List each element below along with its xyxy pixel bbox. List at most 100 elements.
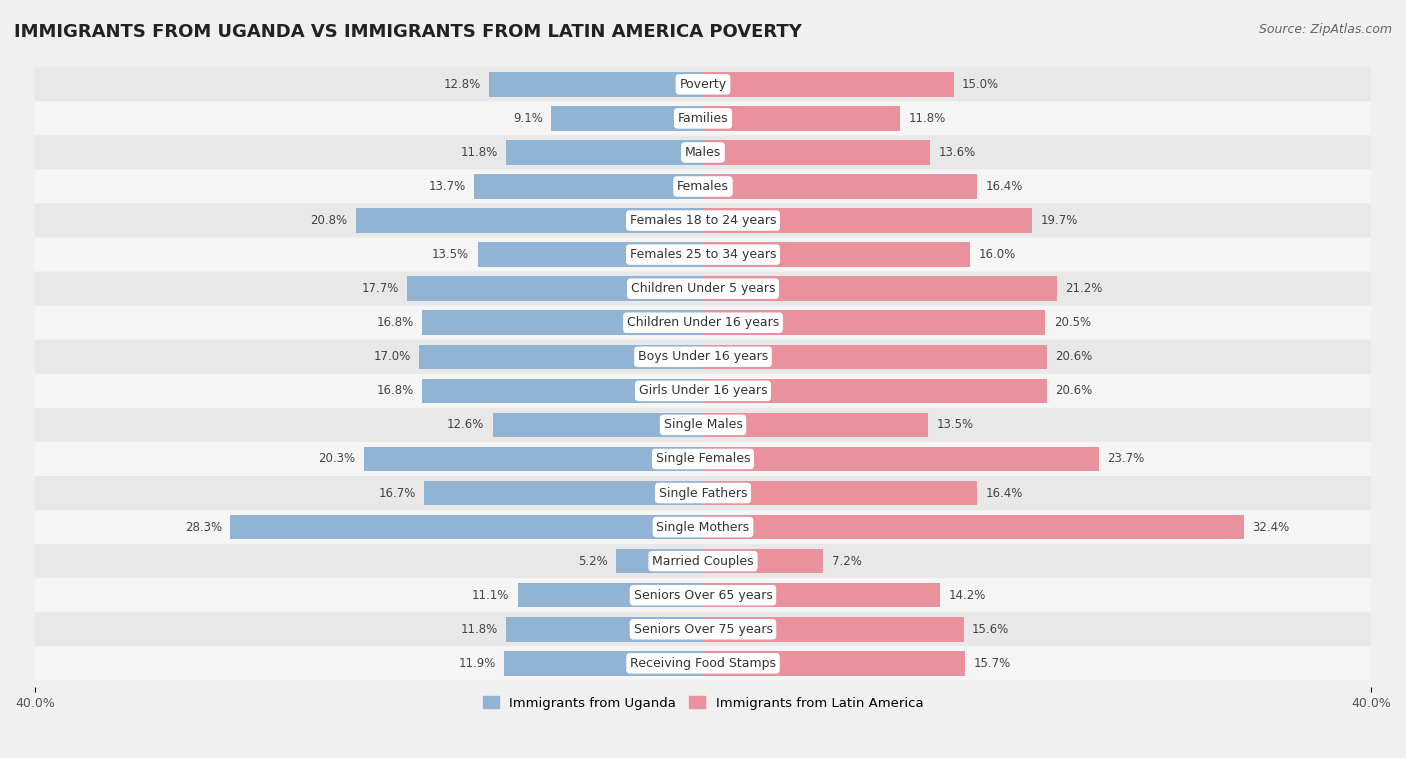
- Text: 20.6%: 20.6%: [1056, 384, 1092, 397]
- Bar: [703, 549, 824, 573]
- Bar: [703, 72, 953, 96]
- Text: 17.7%: 17.7%: [361, 282, 399, 295]
- Bar: [506, 617, 703, 641]
- Text: 16.8%: 16.8%: [377, 316, 413, 329]
- Bar: [703, 378, 1047, 403]
- Text: Males: Males: [685, 146, 721, 159]
- Bar: [703, 345, 1047, 369]
- FancyBboxPatch shape: [35, 102, 1371, 136]
- Text: Single Mothers: Single Mothers: [657, 521, 749, 534]
- Bar: [356, 208, 703, 233]
- Bar: [422, 378, 703, 403]
- FancyBboxPatch shape: [35, 374, 1371, 408]
- Text: 12.8%: 12.8%: [444, 78, 481, 91]
- Bar: [703, 583, 941, 607]
- Text: Children Under 5 years: Children Under 5 years: [631, 282, 775, 295]
- Text: 16.8%: 16.8%: [377, 384, 413, 397]
- Text: Females: Females: [678, 180, 728, 193]
- Text: 15.6%: 15.6%: [972, 623, 1010, 636]
- Text: Females 18 to 24 years: Females 18 to 24 years: [630, 214, 776, 227]
- Bar: [231, 515, 703, 540]
- Bar: [506, 140, 703, 164]
- Text: 20.6%: 20.6%: [1056, 350, 1092, 363]
- Bar: [703, 174, 977, 199]
- FancyBboxPatch shape: [35, 510, 1371, 544]
- Bar: [364, 446, 703, 471]
- Bar: [703, 311, 1046, 335]
- Text: Single Fathers: Single Fathers: [659, 487, 747, 500]
- Text: Families: Families: [678, 112, 728, 125]
- Text: Married Couples: Married Couples: [652, 555, 754, 568]
- Text: Single Males: Single Males: [664, 418, 742, 431]
- Bar: [419, 345, 703, 369]
- FancyBboxPatch shape: [35, 170, 1371, 204]
- Text: 15.7%: 15.7%: [973, 657, 1011, 670]
- Bar: [703, 208, 1032, 233]
- FancyBboxPatch shape: [35, 612, 1371, 647]
- Text: 32.4%: 32.4%: [1253, 521, 1289, 534]
- Text: 13.7%: 13.7%: [429, 180, 465, 193]
- Text: 23.7%: 23.7%: [1107, 453, 1144, 465]
- Bar: [703, 651, 965, 675]
- Text: Children Under 16 years: Children Under 16 years: [627, 316, 779, 329]
- FancyBboxPatch shape: [35, 340, 1371, 374]
- Text: 17.0%: 17.0%: [374, 350, 411, 363]
- Text: 20.3%: 20.3%: [319, 453, 356, 465]
- Text: 20.8%: 20.8%: [311, 214, 347, 227]
- Text: 12.6%: 12.6%: [447, 418, 484, 431]
- Text: Poverty: Poverty: [679, 78, 727, 91]
- Text: 16.4%: 16.4%: [986, 487, 1022, 500]
- Bar: [505, 651, 703, 675]
- Text: Seniors Over 65 years: Seniors Over 65 years: [634, 589, 772, 602]
- Bar: [425, 481, 703, 506]
- Text: IMMIGRANTS FROM UGANDA VS IMMIGRANTS FROM LATIN AMERICA POVERTY: IMMIGRANTS FROM UGANDA VS IMMIGRANTS FRO…: [14, 23, 801, 41]
- Bar: [551, 106, 703, 130]
- Text: 28.3%: 28.3%: [184, 521, 222, 534]
- Text: 19.7%: 19.7%: [1040, 214, 1078, 227]
- Bar: [703, 277, 1057, 301]
- Text: Females 25 to 34 years: Females 25 to 34 years: [630, 248, 776, 261]
- FancyBboxPatch shape: [35, 67, 1371, 102]
- FancyBboxPatch shape: [35, 136, 1371, 170]
- FancyBboxPatch shape: [35, 271, 1371, 305]
- Text: 11.1%: 11.1%: [472, 589, 509, 602]
- Bar: [408, 277, 703, 301]
- Text: 11.8%: 11.8%: [460, 623, 498, 636]
- Text: 16.4%: 16.4%: [986, 180, 1022, 193]
- Bar: [422, 311, 703, 335]
- Bar: [478, 243, 703, 267]
- FancyBboxPatch shape: [35, 476, 1371, 510]
- Bar: [703, 515, 1244, 540]
- Bar: [489, 72, 703, 96]
- Bar: [703, 106, 900, 130]
- Bar: [703, 617, 963, 641]
- Text: 13.5%: 13.5%: [432, 248, 470, 261]
- Bar: [616, 549, 703, 573]
- Bar: [474, 174, 703, 199]
- Text: 11.9%: 11.9%: [458, 657, 496, 670]
- FancyBboxPatch shape: [35, 578, 1371, 612]
- Text: 21.2%: 21.2%: [1066, 282, 1102, 295]
- Text: Seniors Over 75 years: Seniors Over 75 years: [634, 623, 772, 636]
- Text: 16.7%: 16.7%: [378, 487, 416, 500]
- FancyBboxPatch shape: [35, 647, 1371, 681]
- Text: 15.0%: 15.0%: [962, 78, 1000, 91]
- Bar: [517, 583, 703, 607]
- Bar: [703, 412, 928, 437]
- Text: 9.1%: 9.1%: [513, 112, 543, 125]
- Text: 11.8%: 11.8%: [908, 112, 946, 125]
- FancyBboxPatch shape: [35, 237, 1371, 271]
- Text: 20.5%: 20.5%: [1053, 316, 1091, 329]
- Text: Source: ZipAtlas.com: Source: ZipAtlas.com: [1258, 23, 1392, 36]
- Text: 14.2%: 14.2%: [949, 589, 986, 602]
- Text: 16.0%: 16.0%: [979, 248, 1015, 261]
- FancyBboxPatch shape: [35, 442, 1371, 476]
- FancyBboxPatch shape: [35, 544, 1371, 578]
- Bar: [703, 243, 970, 267]
- Text: 5.2%: 5.2%: [578, 555, 607, 568]
- FancyBboxPatch shape: [35, 408, 1371, 442]
- FancyBboxPatch shape: [35, 305, 1371, 340]
- Bar: [492, 412, 703, 437]
- Text: 7.2%: 7.2%: [831, 555, 862, 568]
- Text: Girls Under 16 years: Girls Under 16 years: [638, 384, 768, 397]
